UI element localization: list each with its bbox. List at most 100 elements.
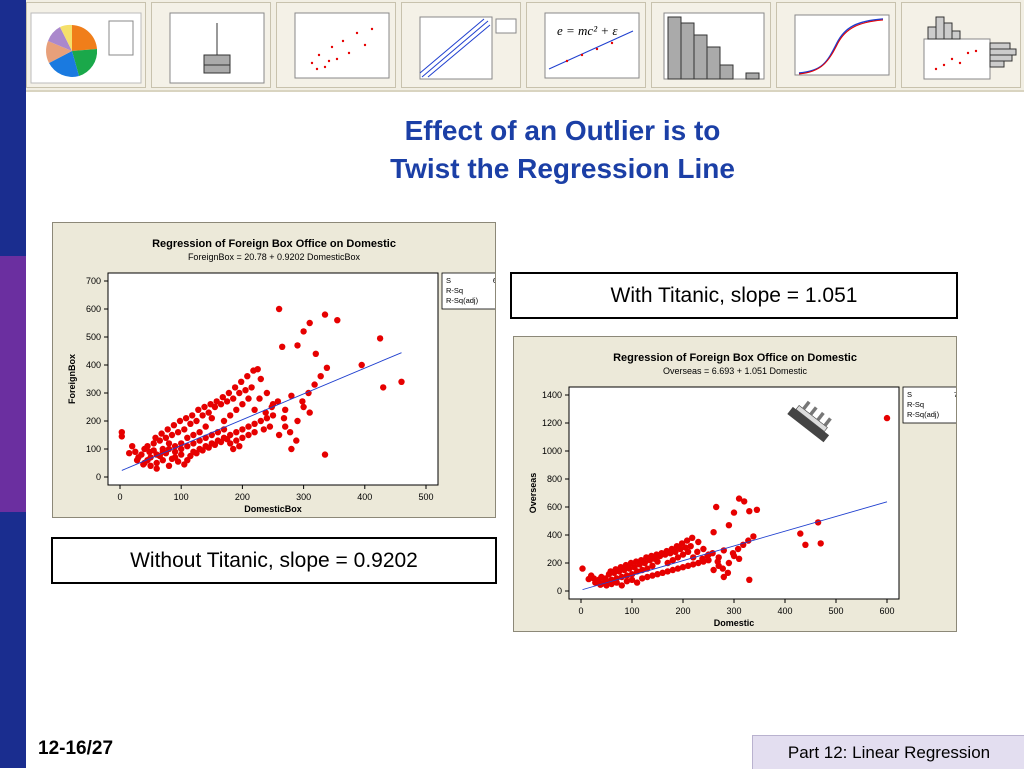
slide-title: Effect of an Outlier is to Twist the Reg… xyxy=(300,112,825,188)
x-tick-label: 200 xyxy=(235,492,250,502)
ship-deck xyxy=(795,404,828,432)
data-point xyxy=(176,417,184,425)
data-point xyxy=(669,557,676,564)
x-tick-label: 600 xyxy=(879,606,894,616)
data-point xyxy=(644,573,651,581)
data-point xyxy=(710,529,717,536)
x-tick-label: 500 xyxy=(828,606,843,616)
data-point xyxy=(690,561,697,568)
data-point xyxy=(746,576,753,583)
y-axis-label: ForeignBox xyxy=(67,354,77,404)
data-point xyxy=(193,417,200,425)
data-point xyxy=(659,569,666,576)
data-point xyxy=(211,441,219,448)
data-point xyxy=(196,437,203,444)
data-point xyxy=(230,395,237,402)
data-point xyxy=(638,557,645,564)
sidebar-band-blue-bottom xyxy=(0,512,26,768)
data-point xyxy=(649,572,656,579)
data-point xyxy=(741,498,748,505)
stat-value: 73.0041 xyxy=(954,390,956,399)
data-point xyxy=(126,450,133,457)
data-point xyxy=(700,545,707,553)
page-number: 12-16/27 xyxy=(38,738,114,759)
data-point xyxy=(658,550,665,557)
data-point xyxy=(719,565,726,572)
data-point xyxy=(168,455,176,462)
data-points xyxy=(118,305,405,472)
data-point xyxy=(217,438,225,446)
data-point xyxy=(622,561,630,569)
data-point xyxy=(184,443,191,450)
data-point xyxy=(668,545,675,553)
callout-with-titanic: With Titanic, slope = 1.051 xyxy=(510,272,958,319)
data-point xyxy=(300,403,307,411)
data-point xyxy=(190,431,197,439)
data-point xyxy=(242,387,249,394)
data-point xyxy=(673,543,681,550)
data-point xyxy=(118,433,126,440)
regression-chart-without-titanic: Regression of Foreign Box Office on Dome… xyxy=(67,238,495,514)
regression-line xyxy=(121,352,402,471)
data-point xyxy=(627,559,635,567)
data-point xyxy=(293,437,300,444)
data-point xyxy=(713,503,720,511)
data-point xyxy=(133,457,141,464)
data-point xyxy=(244,373,251,380)
data-point xyxy=(236,443,243,450)
data-point xyxy=(256,395,263,402)
data-point xyxy=(227,412,234,419)
data-point xyxy=(208,415,215,422)
data-point xyxy=(269,412,277,419)
thumbnail-boxplot xyxy=(151,2,271,88)
x-tick-label: 500 xyxy=(418,492,433,502)
data-point xyxy=(279,343,286,350)
data-point xyxy=(334,317,341,324)
data-point xyxy=(257,417,264,425)
thumbnail-pie-chart xyxy=(26,2,146,88)
data-point xyxy=(190,440,197,447)
stat-label: R-Sq xyxy=(907,400,924,409)
data-point xyxy=(753,506,761,513)
data-point xyxy=(380,384,387,391)
y-tick-label: 500 xyxy=(86,332,101,342)
ship-hull xyxy=(787,406,830,443)
data-point xyxy=(321,451,329,458)
stats-box-frame xyxy=(441,272,495,310)
stats-box: S66.9303R-Sq47.4%R-Sq(adj)47.3% xyxy=(441,272,495,310)
title-line-2: Twist the Regression Line xyxy=(390,153,735,184)
data-point xyxy=(311,381,318,388)
data-point xyxy=(699,555,706,562)
data-point xyxy=(219,394,226,401)
data-point xyxy=(376,335,384,342)
data-point xyxy=(181,461,188,468)
data-point xyxy=(714,558,721,565)
y-axis-label: Overseas xyxy=(528,473,538,514)
data-point xyxy=(750,533,757,540)
thumbnail-histogram xyxy=(651,2,771,88)
data-point xyxy=(299,398,306,405)
stat-label: R-Sq xyxy=(446,286,463,295)
data-point xyxy=(150,440,157,447)
data-point xyxy=(643,554,650,561)
data-point xyxy=(398,378,405,385)
data-point xyxy=(178,451,185,458)
data-point xyxy=(735,555,743,562)
data-point xyxy=(282,423,289,430)
data-point xyxy=(612,566,619,573)
data-point xyxy=(654,571,661,578)
x-tick-label: 100 xyxy=(174,492,189,502)
data-point xyxy=(617,564,624,571)
data-point xyxy=(152,434,159,441)
chart-panel-without-titanic: Regression of Foreign Box Office on Dome… xyxy=(52,222,496,518)
data-point xyxy=(245,423,252,430)
data-point xyxy=(603,582,610,589)
data-point xyxy=(725,522,733,529)
data-point xyxy=(213,398,220,405)
data-point xyxy=(734,545,742,553)
chart-title: Regression of Foreign Box Office on Dome… xyxy=(152,238,396,250)
data-point xyxy=(358,361,365,369)
data-point xyxy=(602,575,609,582)
data-point xyxy=(199,447,206,454)
data-point xyxy=(579,565,586,572)
